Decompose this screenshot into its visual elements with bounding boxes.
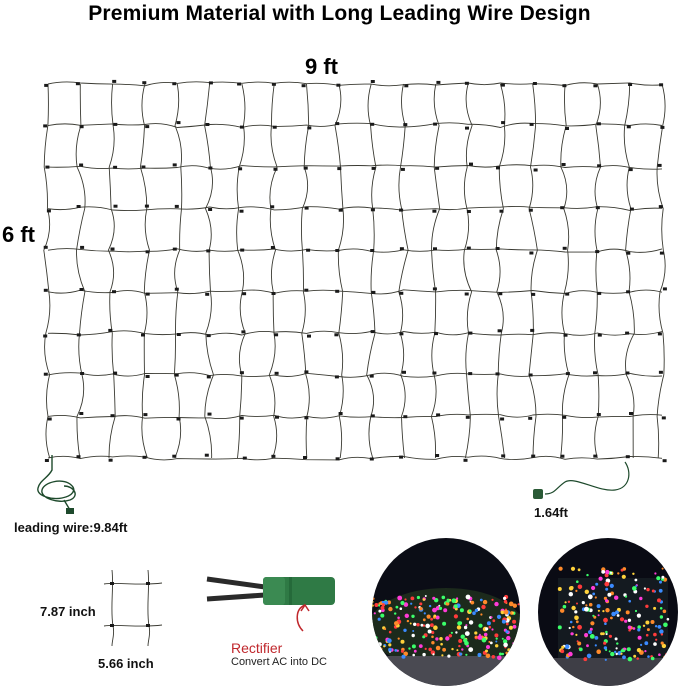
cell-height-label: 7.87 inch [40, 604, 96, 619]
net-width-label: 9 ft [305, 54, 338, 79]
leading-wire-coil [37, 455, 76, 511]
leading-wire-label: leading wire:9.84ft [14, 520, 128, 535]
cell-width-label: 5.66 inch [98, 656, 154, 671]
net-lights-diagram [37, 79, 667, 514]
net-lights-photo [538, 538, 678, 686]
net-height-label: 6 ft [2, 222, 35, 247]
end-wire [544, 461, 630, 495]
rectifier-subtitle: Convert AC into DC [231, 656, 327, 668]
hedge-lights-photo [372, 538, 520, 686]
rectifier-icon [206, 576, 335, 632]
grid-cell-detail [103, 569, 163, 647]
page-title: Premium Material with Long Leading Wire … [88, 2, 591, 25]
rectifier-title: Rectifier [231, 640, 283, 656]
end-wire-label: 1.64ft [534, 505, 568, 520]
